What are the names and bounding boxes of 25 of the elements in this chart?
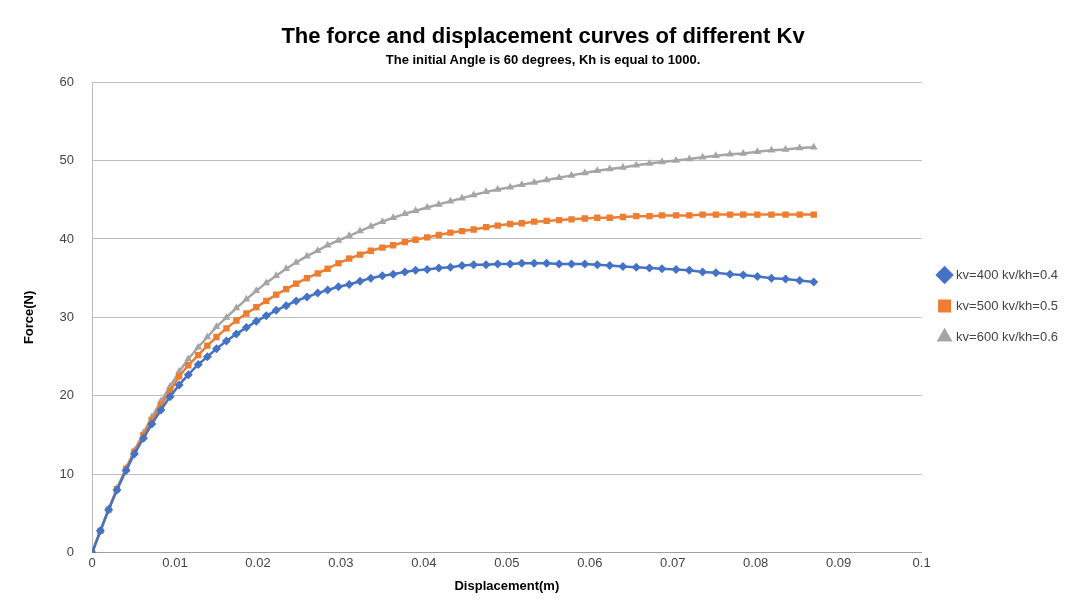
x-tick-label: 0.08 <box>743 555 769 571</box>
x-tick-label: 0.07 <box>660 555 686 571</box>
x-tick-label: 0.02 <box>245 555 271 571</box>
legend-label: kv=600 kv/kh=0.6 <box>956 328 1059 344</box>
y-tick-label: 10 <box>59 465 75 481</box>
x-tick-label: 0.06 <box>577 555 603 571</box>
chart-subtitle: The initial Angle is 60 degrees, Kh is equal to 1000. <box>385 51 701 67</box>
chart-title: The force and displacement curves of different Kv <box>281 23 806 49</box>
legend-label: kv=400 kv/kh=0.4 <box>956 266 1059 282</box>
x-tick-label: 0.09 <box>825 555 852 571</box>
x-tick-label: 0 <box>88 555 96 571</box>
x-axis-title: Displacement(m) <box>454 577 560 593</box>
x-tick-label: 0.05 <box>494 555 520 571</box>
x-tick-label: 0.03 <box>328 555 354 571</box>
x-tick-label: 0.04 <box>411 555 437 571</box>
y-tick-label: 20 <box>59 387 75 403</box>
y-tick-label: 50 <box>59 152 75 168</box>
y-tick-label: 40 <box>59 230 75 246</box>
y-axis-title: Force(N) <box>21 290 37 345</box>
y-tick-label: 0 <box>66 544 75 560</box>
y-tick-label: 60 <box>59 73 75 89</box>
legend-label: kv=500 kv/kh=0.5 <box>956 297 1059 313</box>
x-tick-label: 0.01 <box>162 555 188 571</box>
y-tick-label: 30 <box>59 308 75 324</box>
x-tick-label: 0.1 <box>912 555 931 571</box>
